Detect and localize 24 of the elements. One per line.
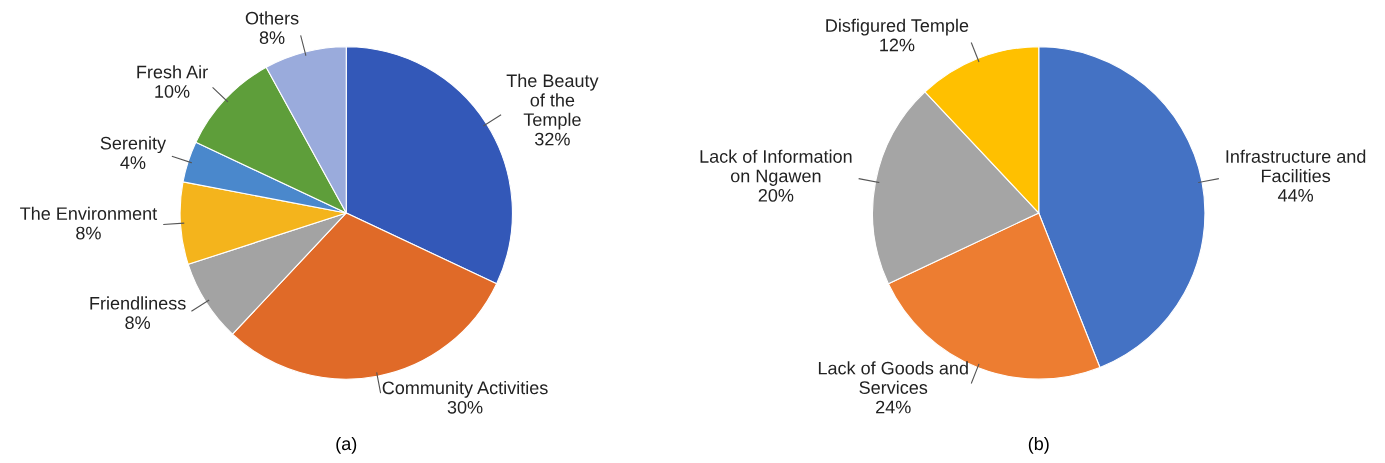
text: (a) — [336, 436, 357, 454]
data-label: 12% — [880, 38, 915, 52]
slice-label: The Beauty of the Temple — [506, 73, 599, 130]
slice-label: Lack of Goods and Services — [818, 361, 968, 394]
slice-label: Infrastructure and Facilities — [1226, 149, 1366, 183]
data-label: 10% — [155, 85, 190, 98]
data-label: 4% — [120, 156, 146, 169]
data-label: 8% — [125, 316, 151, 330]
data-label: 8% — [259, 31, 285, 45]
slice-label: Lack of Information on Ngawen — [700, 149, 852, 186]
text: (b) — [1028, 436, 1049, 454]
data-label: 24% — [876, 400, 911, 414]
data-label: 30% — [447, 400, 483, 414]
slice-label: Community Activities — [382, 380, 548, 398]
data-label: 8% — [76, 226, 101, 240]
slice-label: Fresh Air — [137, 65, 208, 79]
slice-label: Disfigured Temple — [826, 18, 969, 36]
slice-label: The Environment — [20, 206, 158, 220]
data-label: 44% — [1277, 189, 1314, 202]
slice-label: Friendliness — [90, 296, 186, 310]
slice-label: Serenity — [100, 136, 167, 154]
data-label: 20% — [758, 188, 794, 202]
slice-label: Others — [245, 11, 299, 25]
data-label: 32% — [535, 132, 570, 146]
